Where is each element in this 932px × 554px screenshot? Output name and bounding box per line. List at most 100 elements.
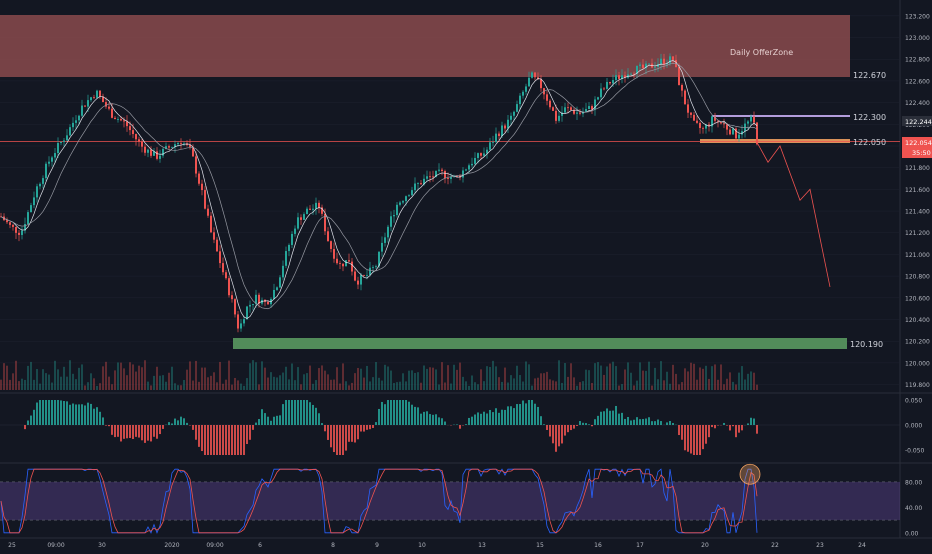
momentum-bar [105, 425, 107, 426]
momentum-bar [498, 413, 500, 425]
volume-bar [480, 369, 482, 390]
momentum-bar [504, 410, 506, 425]
candle-body [465, 169, 467, 170]
momentum-bar [747, 423, 749, 425]
momentum-tick-label: 0.000 [905, 423, 922, 430]
demand-zone[interactable] [700, 139, 850, 143]
candle-body [495, 134, 497, 142]
volume-bar [219, 362, 221, 390]
volume-bar [360, 369, 362, 390]
candle-body [246, 307, 248, 320]
momentum-bar [168, 422, 170, 425]
candle-body [603, 89, 605, 90]
momentum-bar [540, 416, 542, 425]
volume-bar [501, 382, 503, 390]
momentum-bar [699, 425, 701, 455]
volume-bar [657, 379, 659, 390]
momentum-bar [522, 401, 524, 425]
volume-bar [702, 369, 704, 390]
momentum-bar [330, 425, 332, 447]
volume-bar [681, 382, 683, 390]
candle-body [78, 116, 80, 121]
daily-offer-zone[interactable] [0, 15, 850, 77]
candle-body [516, 104, 518, 112]
resistance-line-122300[interactable] [712, 115, 850, 117]
volume-bar [141, 367, 143, 390]
momentum-bar [63, 401, 65, 425]
volume-bar [99, 383, 101, 390]
candle-body [471, 164, 473, 165]
volume-bar [192, 381, 194, 390]
volume-bar [756, 385, 758, 390]
volume-bar [453, 365, 455, 390]
momentum-bar [738, 425, 740, 433]
volume-bar [363, 378, 365, 390]
momentum-bar [240, 425, 242, 455]
volume-bar [297, 367, 299, 390]
candle-body [612, 80, 614, 83]
momentum-bar [144, 425, 146, 443]
momentum-bar [30, 416, 32, 425]
candle-body [366, 275, 368, 276]
stochastic-highlight-circle[interactable] [740, 464, 760, 484]
momentum-bar [441, 418, 443, 425]
candle-body [6, 220, 8, 222]
volume-bar [552, 380, 554, 390]
candle-body [450, 177, 452, 179]
momentum-bar [150, 425, 152, 441]
volume-bar [342, 363, 344, 390]
candle-body [306, 209, 308, 214]
momentum-bar [126, 425, 128, 438]
momentum-bar [186, 423, 188, 425]
momentum-bar [123, 425, 125, 439]
momentum-bar [645, 419, 647, 425]
momentum-bar [360, 425, 362, 431]
x-tick-label: 20 [701, 542, 709, 549]
momentum-bar [354, 425, 356, 442]
candle-body [60, 142, 62, 143]
momentum-bar [513, 408, 515, 425]
volume-bar [639, 362, 641, 390]
candle-body [18, 233, 20, 235]
momentum-bar [546, 425, 548, 430]
volume-bar [210, 376, 212, 390]
volume-bar [150, 385, 152, 390]
volume-bar [102, 366, 104, 390]
momentum-bar [120, 425, 122, 441]
stochastic-tick-label: 0.00 [905, 530, 919, 537]
momentum-bar [45, 400, 47, 425]
level-label-122670: 122.670 [853, 71, 886, 80]
volume-bar [750, 371, 752, 390]
momentum-bar [264, 413, 266, 425]
momentum-bar [24, 425, 26, 429]
volume-bar [615, 366, 617, 390]
volume-bar [369, 381, 371, 390]
candle-body [276, 287, 278, 290]
candle-body [114, 118, 116, 119]
momentum-bar [72, 404, 74, 425]
momentum-bar [606, 408, 608, 425]
candle-body [330, 241, 332, 249]
candle-body [690, 113, 692, 115]
volume-bar [126, 375, 128, 390]
momentum-bar [708, 425, 710, 437]
volume-bar [546, 372, 548, 390]
volume-bar [231, 385, 233, 390]
support-zone[interactable] [233, 338, 847, 349]
momentum-bar [465, 424, 467, 425]
candle-body [315, 203, 317, 209]
momentum-bar [282, 404, 284, 425]
volume-bar [426, 369, 428, 390]
volume-bar [132, 364, 134, 390]
momentum-bar [180, 417, 182, 425]
momentum-bar [633, 420, 635, 425]
candle-body [747, 121, 749, 123]
momentum-bar [114, 425, 116, 437]
x-tick-label: 23 [816, 542, 824, 549]
volume-bar [9, 380, 11, 390]
momentum-bar [558, 425, 560, 446]
momentum-bar [54, 400, 56, 425]
momentum-bar [687, 425, 689, 452]
